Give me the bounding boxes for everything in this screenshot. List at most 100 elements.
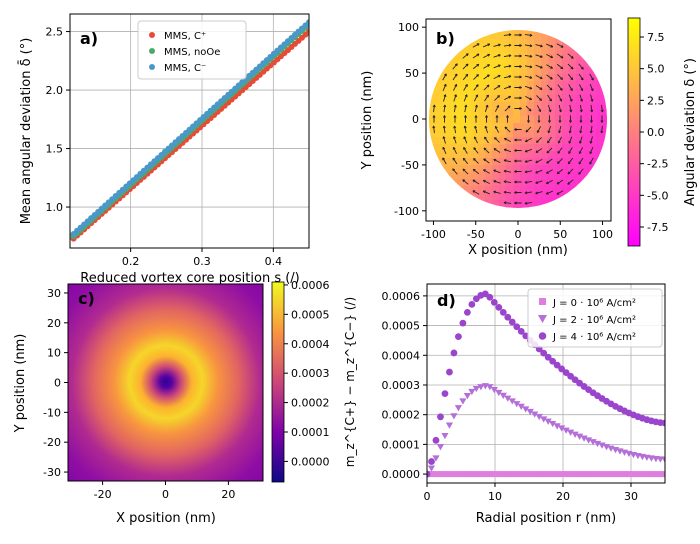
- heatmap-cell: [471, 179, 479, 187]
- arrow-head: [560, 45, 564, 48]
- arrow-head: [452, 146, 456, 150]
- data-point: [454, 405, 463, 412]
- legend-marker-j2: [538, 315, 547, 323]
- heatmap-cell: [534, 67, 542, 75]
- heatmap-cell: [534, 53, 542, 61]
- data-point: [558, 471, 565, 478]
- heatmap-cell: [506, 214, 514, 222]
- legend-c-minus: MMS, C⁻: [164, 63, 206, 74]
- heatmap-cell: [450, 67, 458, 75]
- heatmap-cell: [485, 67, 493, 75]
- heatmap-cell: [443, 53, 451, 61]
- heatmap-cell: [464, 67, 472, 75]
- panel-d-legend: J = 0 · 10⁶ A/cm² J = 2 · 10⁶ A/cm² J = …: [527, 288, 663, 348]
- data-point: [576, 471, 583, 478]
- heatmap-cell: [499, 53, 507, 61]
- data-point: [536, 471, 543, 478]
- arrow-head: [578, 171, 582, 175]
- data-point: [446, 471, 453, 478]
- arrow: [535, 44, 543, 47]
- heatmap-cell: [513, 74, 521, 82]
- arrow-head: [529, 75, 533, 79]
- heatmap-cell: [569, 95, 577, 103]
- data-point: [544, 418, 552, 425]
- heatmap-cell: [534, 116, 542, 124]
- data-point: [634, 471, 641, 478]
- arrow-head: [475, 84, 479, 88]
- arrow-head: [454, 94, 457, 98]
- legend-marker-j4: [538, 332, 547, 340]
- arrow-head: [508, 54, 512, 58]
- heatmap-cell: [541, 207, 549, 208]
- arrow: [474, 125, 478, 134]
- heatmap-cell: [471, 67, 479, 75]
- heatmap-cell: [604, 81, 607, 89]
- arrow-head: [524, 201, 528, 205]
- arrow-head: [591, 77, 594, 81]
- arrow: [589, 147, 594, 154]
- arrow: [503, 191, 512, 194]
- y-tick-label: 50: [405, 67, 419, 80]
- heatmap-cell: [513, 109, 521, 117]
- arrow: [567, 168, 574, 175]
- heatmap-cell: [548, 88, 556, 96]
- heatmap-cell: [471, 130, 479, 138]
- arrow-head: [474, 125, 478, 129]
- panel-a-xlabel: Reduced vortex core position s (/): [80, 271, 300, 286]
- arrow: [503, 65, 512, 68]
- heatmap-cell: [478, 39, 486, 47]
- heatmap-cell: [604, 32, 607, 40]
- arrow-head: [442, 136, 446, 139]
- y-tick-label: 0.0005: [382, 320, 421, 333]
- arrow-head: [464, 94, 468, 98]
- heatmap-cell: [548, 46, 556, 54]
- heatmap-cell: [429, 165, 437, 173]
- heatmap-cell: [464, 88, 472, 96]
- arrow: [556, 179, 564, 185]
- heatmap-cell: [548, 116, 556, 124]
- heatmap-cell: [534, 74, 542, 82]
- data-point: [571, 431, 579, 438]
- arrow: [504, 95, 511, 101]
- heatmap-cell: [597, 60, 605, 68]
- heatmap-cell: [597, 130, 605, 138]
- heatmap-cell: [576, 123, 584, 131]
- heatmap-cell: [506, 109, 514, 117]
- heatmap-cell: [583, 60, 591, 68]
- heatmap-cell: [548, 102, 556, 110]
- arrow-head: [454, 83, 458, 87]
- heatmap-cell: [520, 186, 528, 194]
- heatmap-cell: [492, 130, 500, 138]
- data-point: [504, 313, 512, 321]
- panel-c-colorbar: [271, 281, 285, 483]
- arrow-head: [568, 120, 573, 123]
- heatmap-cell: [499, 137, 507, 145]
- arrow: [463, 84, 468, 91]
- arrow: [567, 157, 574, 165]
- heatmap-cell: [520, 95, 528, 103]
- heatmap-cell: [450, 172, 458, 180]
- arrow: [473, 74, 479, 80]
- heatmap-cell: [597, 109, 605, 117]
- heatmap-cell: [541, 130, 549, 138]
- heatmap-cell: [590, 193, 598, 201]
- heatmap-cell: [485, 32, 493, 40]
- data-point: [432, 471, 439, 478]
- heatmap-cell: [478, 186, 486, 194]
- heatmap-cell: [604, 116, 607, 124]
- heatmap-cell: [443, 207, 451, 208]
- arrow-head: [550, 44, 554, 48]
- data-point: [598, 442, 606, 449]
- heatmap-cell: [506, 67, 514, 75]
- heatmap-cell: [478, 123, 486, 131]
- arrow: [493, 64, 501, 69]
- arrow-head: [462, 168, 466, 172]
- arrow-head: [474, 115, 478, 118]
- heatmap-cell: [506, 193, 514, 201]
- heatmap-cell: [555, 186, 563, 194]
- arrow-head: [508, 64, 512, 68]
- arrow: [568, 84, 573, 91]
- arrow-head: [567, 161, 571, 165]
- heatmap-cell: [569, 207, 577, 208]
- arrow-head: [514, 159, 517, 163]
